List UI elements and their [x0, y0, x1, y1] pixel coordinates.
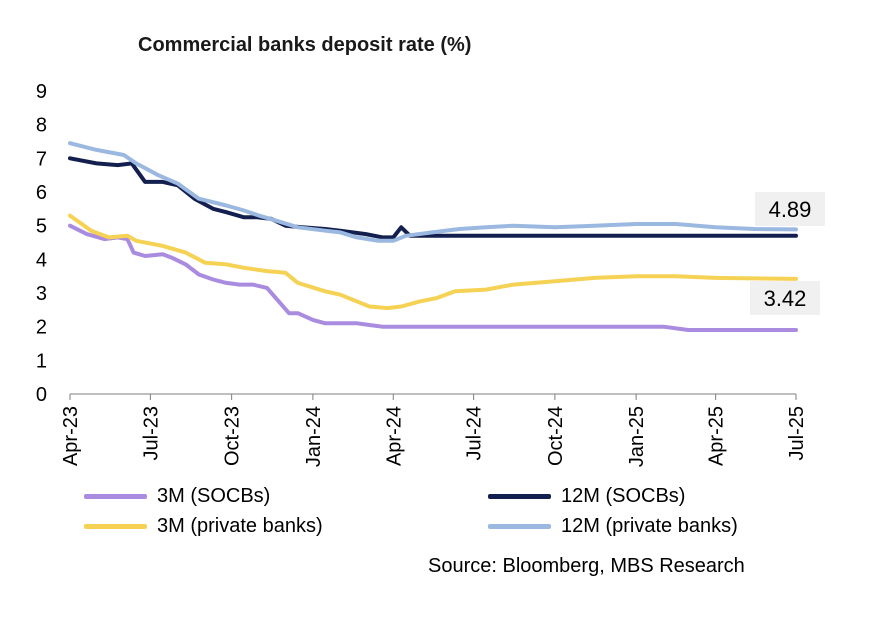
x-tick-label: Jan-25: [626, 406, 648, 467]
y-tick-label: 9: [36, 81, 47, 103]
annotations: 4.89 3.42: [750, 192, 825, 315]
x-tick-label: Apr-24: [383, 406, 405, 466]
y-tick-label: 0: [36, 384, 47, 406]
legend-item-12m-private: 12M (private banks): [488, 515, 738, 538]
series-lines: [68, 141, 798, 332]
legend-label-3m-socbs: 3M (SOCBs): [157, 485, 271, 507]
series-line-3m-socbs: [68, 223, 798, 332]
y-tick-label: 4: [36, 249, 47, 271]
x-tick-label: Apr-23: [60, 406, 82, 466]
legend-swatch-12m-socbs: [488, 494, 551, 499]
x-tick-label: Apr-25: [706, 406, 728, 466]
series-line-12m-private-banks: [68, 141, 798, 243]
legend-label-12m-socbs: 12M (SOCBs): [561, 485, 686, 507]
data-label-box: [755, 192, 825, 226]
y-tick-label: 6: [36, 182, 47, 204]
legend-swatch-3m-socbs: [84, 494, 147, 499]
data-label: 3.42: [764, 286, 807, 311]
legend-item-12m-socbs: 12M (SOCBs): [488, 485, 685, 508]
legend-swatch-12m-private: [488, 524, 551, 529]
series-line-3m-private-banks: [68, 213, 798, 311]
x-tick-label: Jul-23: [140, 406, 162, 460]
y-tick-label: 3: [36, 283, 47, 305]
legend-item-3m-private: 3M (private banks): [84, 515, 323, 538]
y-tick-label: 8: [36, 115, 47, 137]
y-tick-label: 1: [36, 350, 47, 372]
data-label-box: [750, 281, 820, 315]
y-tick-label: 7: [36, 148, 47, 170]
y-tick-label: 5: [36, 216, 47, 238]
legend-label-3m-private: 3M (private banks): [157, 515, 323, 537]
x-tick-label: Jan-24: [303, 406, 325, 467]
x-tick-label: Jul-25: [786, 406, 808, 460]
y-tick-label: 2: [36, 317, 47, 339]
legend-label-12m-private: 12M (private banks): [561, 515, 738, 537]
legend-swatch-3m-private: [84, 524, 147, 529]
data-label: 4.89: [769, 197, 812, 222]
legend-item-3m-socbs: 3M (SOCBs): [84, 485, 270, 508]
source-note: Source: Bloomberg, MBS Research: [428, 555, 745, 577]
x-tick-label: Oct-23: [222, 406, 244, 466]
x-tick-label: Jul-24: [464, 406, 486, 460]
axes: 0 1 2 3 4 5 6 7 8 9 Apr-23 Jul-23 Oct-23 Jan-24 Apr-24…: [36, 81, 808, 467]
chart-title: Commercial banks deposit rate (%): [138, 34, 472, 56]
x-tick-label: Oct-24: [545, 406, 567, 466]
